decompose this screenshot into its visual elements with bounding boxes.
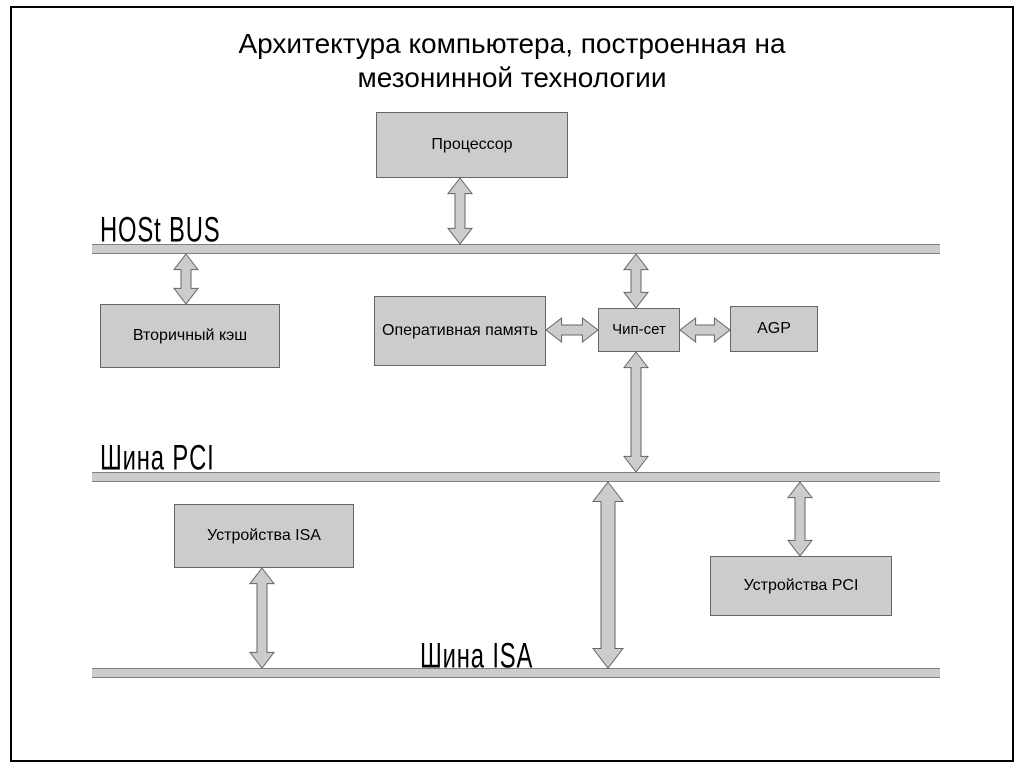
- node-label-agp: AGP: [757, 319, 791, 338]
- arrow-pci-isa-long: [593, 482, 623, 668]
- arrow-pcidev-pci: [788, 482, 812, 556]
- bus-label-2: Шина ISA: [420, 636, 533, 676]
- page-title-line2: мезонинной технологии: [0, 62, 1024, 94]
- node-label-pci-devices: Устройства PCI: [744, 576, 859, 595]
- arrow-ram-chipset: [546, 318, 598, 342]
- node-label-ram: Оперативная память: [382, 321, 538, 340]
- node-ram: Оперативная память: [374, 296, 546, 366]
- arrow-isadev-isa: [250, 568, 274, 668]
- node-pci-devices: Устройства PCI: [710, 556, 892, 616]
- node-agp: AGP: [730, 306, 818, 352]
- node-l2-cache: Вторичный кэш: [100, 304, 280, 368]
- node-label-isa-devices: Устройства ISA: [207, 526, 321, 545]
- bus-label-0: HOSt BUS: [100, 210, 221, 250]
- node-processor: Процессор: [376, 112, 568, 178]
- node-label-chipset: Чип-сет: [612, 321, 666, 339]
- arrow-chipset-agp: [680, 318, 730, 342]
- node-label-l2-cache: Вторичный кэш: [133, 326, 247, 345]
- bus-pci-bus: [92, 472, 940, 482]
- node-label-processor: Процессор: [431, 135, 512, 154]
- node-isa-devices: Устройства ISA: [174, 504, 354, 568]
- arrow-chipset-host: [624, 254, 648, 308]
- node-chipset: Чип-сет: [598, 308, 680, 352]
- bus-label-1: Шина PCI: [100, 438, 215, 478]
- arrow-chipset-pci: [624, 352, 648, 472]
- page-title-line1: Архитектура компьютера, построенная на: [0, 28, 1024, 60]
- arrow-cache-host: [174, 254, 198, 304]
- arrow-proc-host: [448, 178, 472, 244]
